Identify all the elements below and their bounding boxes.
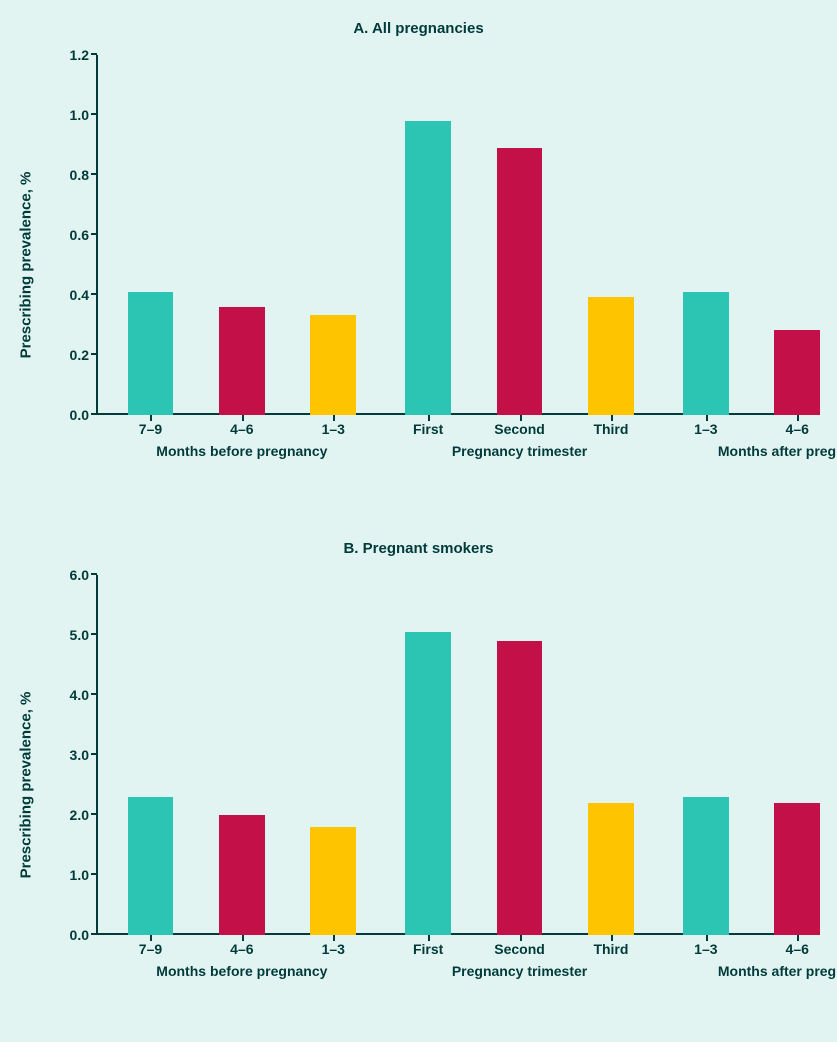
x-group-label: Months before pregnancy bbox=[156, 963, 327, 979]
panel-title: B. Pregnant smokers bbox=[18, 540, 819, 557]
bar bbox=[497, 148, 543, 415]
y-tick-label: 1.0 bbox=[70, 867, 89, 883]
x-tick-label: 7–9 bbox=[139, 941, 162, 957]
x-tick-label: Second bbox=[494, 941, 545, 957]
x-tick-label: 1–3 bbox=[694, 941, 717, 957]
bar bbox=[405, 632, 451, 935]
y-tick-label: 3.0 bbox=[70, 747, 89, 763]
y-tick-label: 0.6 bbox=[70, 227, 89, 243]
x-group-label: Pregnancy trimester bbox=[452, 443, 587, 459]
bars-area bbox=[96, 55, 799, 415]
x-group-label: Months after pregnancy bbox=[718, 963, 837, 979]
bar bbox=[405, 121, 451, 415]
y-axis-label: Prescribing prevalence, % bbox=[18, 172, 35, 359]
x-tick-label: 1–3 bbox=[322, 941, 345, 957]
x-group-label: Months before pregnancy bbox=[156, 443, 327, 459]
y-tick-label: 2.0 bbox=[70, 807, 89, 823]
y-tick-label: 0.4 bbox=[70, 287, 89, 303]
x-tick-label: Second bbox=[494, 421, 545, 437]
bar bbox=[774, 330, 820, 416]
x-group-label: Pregnancy trimester bbox=[452, 963, 587, 979]
bar bbox=[128, 797, 174, 935]
x-tick-label: 1–3 bbox=[322, 421, 345, 437]
bar bbox=[310, 315, 356, 416]
x-tick-label: 4–6 bbox=[786, 421, 809, 437]
x-tick-label: 4–6 bbox=[230, 941, 253, 957]
bar bbox=[683, 292, 729, 415]
x-tick-label: First bbox=[413, 941, 443, 957]
y-tick-label: 0.2 bbox=[70, 347, 89, 363]
x-tick-label: Third bbox=[593, 421, 628, 437]
x-group-label: Months after pregnancy bbox=[718, 443, 837, 459]
panel-title: A. All pregnancies bbox=[18, 20, 819, 37]
bar bbox=[588, 803, 634, 935]
bar bbox=[774, 803, 820, 935]
y-tick-label: 5.0 bbox=[70, 627, 89, 643]
bar bbox=[588, 297, 634, 416]
bar bbox=[683, 797, 729, 935]
x-tick-label: 7–9 bbox=[139, 421, 162, 437]
y-tick-label: 0.0 bbox=[70, 927, 89, 943]
x-tick-label: 4–6 bbox=[786, 941, 809, 957]
x-labels: 7–9 4–6 1–3 Months before pregnancy First Sec… bbox=[96, 935, 799, 1005]
bar bbox=[219, 307, 265, 415]
chart-panel-1: B. Pregnant smokers Prescribing prevalenc… bbox=[18, 540, 819, 1030]
y-axis-label: Prescribing prevalence, % bbox=[18, 692, 35, 879]
y-tick-label: 1.0 bbox=[70, 107, 89, 123]
x-tick-label: 4–6 bbox=[230, 421, 253, 437]
chart-panel-0: A. All pregnancies Prescribing prevalence… bbox=[18, 20, 819, 510]
y-tick-label: 1.2 bbox=[70, 47, 89, 63]
bar bbox=[128, 292, 174, 415]
x-labels: 7–9 4–6 1–3 Months before pregnancy First Sec… bbox=[96, 415, 799, 485]
x-tick-label: First bbox=[413, 421, 443, 437]
bar bbox=[310, 827, 356, 935]
plot-area: Prescribing prevalence, % 0.0 0.2 0.4 0.6 0.8… bbox=[18, 45, 819, 485]
y-tick-label: 0.0 bbox=[70, 407, 89, 423]
y-tick-label: 6.0 bbox=[70, 567, 89, 583]
y-tick-label: 0.8 bbox=[70, 167, 89, 183]
x-tick-label: Third bbox=[593, 941, 628, 957]
y-tick-label: 4.0 bbox=[70, 687, 89, 703]
plot-area: Prescribing prevalence, % 0.0 1.0 2.0 3.0 4.0… bbox=[18, 565, 819, 1005]
bar bbox=[219, 815, 265, 935]
bar bbox=[497, 641, 543, 935]
bars-area bbox=[96, 575, 799, 935]
x-tick-label: 1–3 bbox=[694, 421, 717, 437]
